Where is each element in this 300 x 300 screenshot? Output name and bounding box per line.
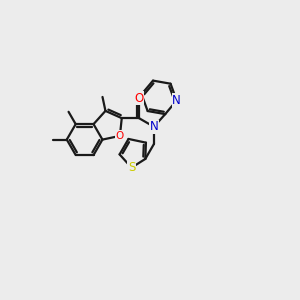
Text: O: O <box>116 131 124 141</box>
Text: N: N <box>172 94 181 107</box>
Text: S: S <box>128 161 135 174</box>
Text: O: O <box>134 92 144 105</box>
Text: N: N <box>149 120 158 133</box>
